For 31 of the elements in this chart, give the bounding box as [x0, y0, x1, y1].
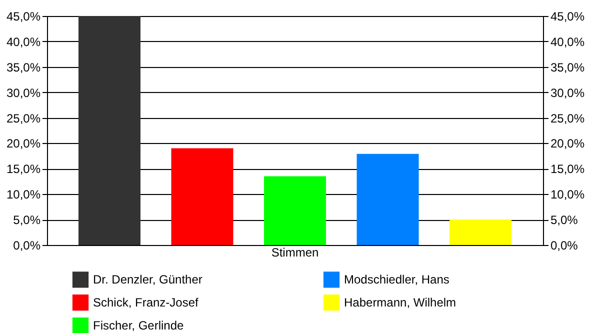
y-tick-label: 20,0% — [6, 136, 41, 151]
legend-label: Habermann, Wilhelm — [344, 296, 456, 310]
text: 20,0% — [550, 136, 585, 151]
y-tick-label: 25,0% — [6, 111, 41, 126]
bar — [171, 148, 234, 245]
bar — [450, 220, 512, 245]
legend-label: Dr. Denzler, Günther — [93, 272, 202, 287]
y-tick-label: 30,0% — [6, 86, 41, 100]
text: 0,0% — [550, 238, 578, 252]
text: 10,0% — [550, 188, 585, 202]
y-tick-label: 45,0% — [6, 10, 41, 24]
text: 30,0% — [550, 86, 585, 100]
y-tick-label: 40,0% — [6, 34, 41, 49]
text: 5,0% — [550, 213, 578, 228]
y-tick-label: 15,0% — [6, 162, 41, 176]
legend-label: Fischer, Gerlinde — [93, 318, 184, 332]
text: 15,0% — [550, 162, 585, 176]
bar — [264, 176, 326, 245]
y-tick-label: 5,0% — [13, 213, 41, 228]
x-tick-label: Stimmen — [271, 246, 319, 260]
legend-label: Modschiedler, Hans — [344, 272, 450, 287]
text: 40,0% — [550, 34, 585, 49]
legend-label: Schick, Franz-Josef — [93, 296, 200, 310]
text: 25,0% — [550, 111, 585, 126]
text: 35,0% — [550, 60, 585, 74]
y-tick-label: 0,0% — [13, 238, 41, 252]
bar — [356, 154, 419, 245]
y-tick-label: 35,0% — [6, 60, 41, 74]
y-tick-label: 10,0% — [6, 188, 41, 202]
text: 45,0% — [550, 10, 585, 24]
bar — [78, 16, 140, 245]
